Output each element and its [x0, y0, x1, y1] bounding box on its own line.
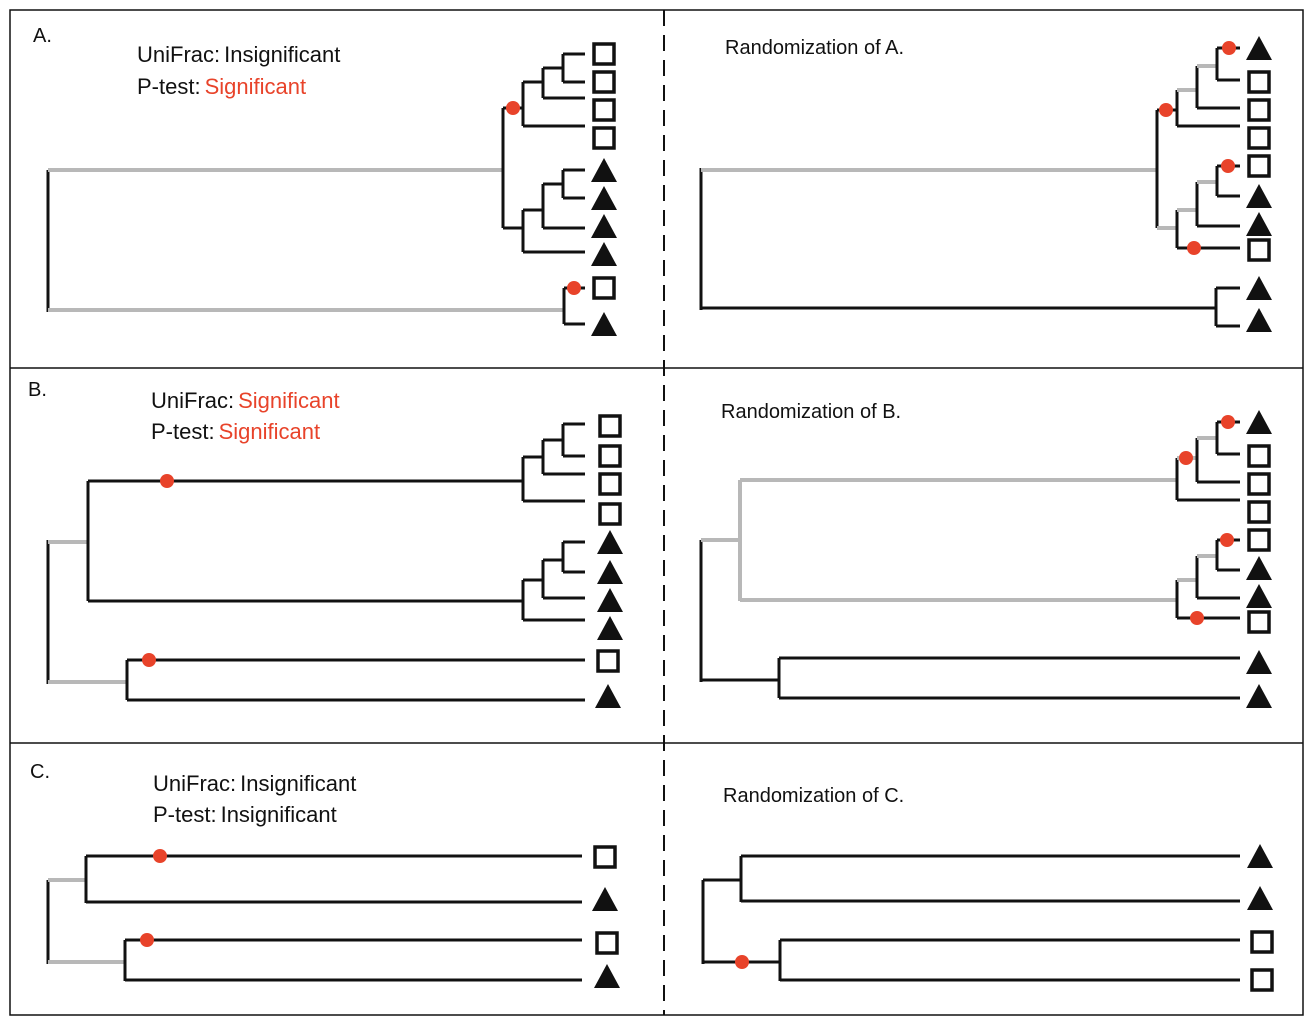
triangle-symbol	[1246, 276, 1272, 300]
origin-marker	[1221, 159, 1235, 173]
panel-label-c: C.	[30, 761, 50, 783]
unifrac-result-c: UniFrac: Insignificant	[153, 771, 356, 796]
square-symbol	[1247, 238, 1271, 262]
triangle-symbol	[1246, 584, 1272, 608]
triangle-symbol	[597, 530, 623, 554]
origin-marker	[160, 474, 174, 488]
origin-marker	[140, 933, 154, 947]
triangle-symbol	[1246, 684, 1272, 708]
triangle-symbol	[1246, 184, 1272, 208]
square-symbol	[1247, 610, 1271, 634]
tree-c-observed	[46, 845, 620, 988]
triangle-symbol	[1246, 36, 1272, 60]
tip-symbols	[591, 42, 617, 336]
square-symbol	[595, 931, 619, 955]
panel-b: B. UniFrac: Significant P-test: Significan…	[28, 379, 1272, 708]
square-symbol	[592, 276, 616, 300]
square-symbol	[1247, 70, 1271, 94]
origin-marker	[1159, 103, 1173, 117]
tip-symbols	[1247, 844, 1274, 992]
origin-marker	[1222, 41, 1236, 55]
square-symbol	[592, 126, 616, 150]
origin-marker	[1220, 533, 1234, 547]
square-symbol	[598, 472, 622, 496]
triangle-symbol	[594, 964, 620, 988]
square-symbol	[1247, 444, 1271, 468]
tip-symbols	[1246, 410, 1272, 708]
triangle-symbol	[595, 684, 621, 708]
triangle-symbol	[591, 158, 617, 182]
triangle-symbol	[597, 616, 623, 640]
randomization-title-c: Randomization of C.	[723, 785, 904, 807]
tree-c-randomized	[701, 844, 1274, 992]
triangle-symbol	[1246, 410, 1272, 434]
triangle-symbol	[1247, 844, 1273, 868]
ptest-result-b: P-test: Significant	[151, 419, 320, 444]
ptest-result-a: P-test: Significant	[137, 74, 306, 99]
square-symbol	[1250, 968, 1274, 992]
randomization-title-a: Randomization of A.	[725, 37, 904, 59]
origin-marker	[567, 281, 581, 295]
square-symbol	[1247, 500, 1271, 524]
triangle-symbol	[597, 560, 623, 584]
panel-frame	[9, 9, 1304, 1016]
tree-b-randomized	[699, 410, 1272, 708]
square-symbol	[1247, 528, 1271, 552]
square-symbol	[1247, 154, 1271, 178]
origin-marker	[1221, 415, 1235, 429]
square-symbol	[592, 70, 616, 94]
tree-a-observed	[46, 42, 617, 336]
triangle-symbol	[591, 312, 617, 336]
panel-a: A. UniFrac: Insignificant P-test: Signific…	[33, 25, 1272, 336]
origin-marker	[1179, 451, 1193, 465]
triangle-symbol	[592, 887, 618, 911]
unifrac-result-b: UniFrac: Significant	[151, 388, 340, 413]
origin-marker	[506, 101, 520, 115]
origin-marker	[142, 653, 156, 667]
origin-marker	[1187, 241, 1201, 255]
triangle-symbol	[1247, 886, 1273, 910]
triangle-symbol	[591, 214, 617, 238]
square-symbol	[598, 414, 622, 438]
tip-symbols	[592, 845, 620, 988]
square-symbol	[596, 649, 620, 673]
square-symbol	[1250, 930, 1274, 954]
square-symbol	[592, 42, 616, 66]
square-symbol	[593, 845, 617, 869]
tree-b-observed	[46, 414, 623, 708]
square-symbol	[598, 502, 622, 526]
square-symbol	[1247, 472, 1271, 496]
unifrac-result-a: UniFrac: Insignificant	[137, 42, 340, 67]
origin-marker	[1190, 611, 1204, 625]
origin-marker	[735, 955, 749, 969]
randomization-title-b: Randomization of B.	[721, 401, 901, 423]
tip-symbols	[1246, 36, 1272, 332]
panel-label-b: B.	[28, 379, 47, 401]
triangle-symbol	[1246, 212, 1272, 236]
square-symbol	[1247, 98, 1271, 122]
square-symbol	[598, 444, 622, 468]
triangle-symbol	[591, 186, 617, 210]
ptest-result-c: P-test: Insignificant	[153, 802, 337, 827]
panel-label-a: A.	[33, 25, 52, 47]
panel-c: C. UniFrac: Insignificant P-test: Insignif…	[30, 761, 1274, 992]
triangle-symbol	[597, 588, 623, 612]
triangle-symbol	[591, 242, 617, 266]
triangle-symbol	[1246, 308, 1272, 332]
tree-a-randomized	[699, 36, 1272, 332]
triangle-symbol	[1246, 650, 1272, 674]
origin-marker	[153, 849, 167, 863]
square-symbol	[592, 98, 616, 122]
square-symbol	[1247, 126, 1271, 150]
triangle-symbol	[1246, 556, 1272, 580]
tip-symbols	[595, 414, 623, 708]
